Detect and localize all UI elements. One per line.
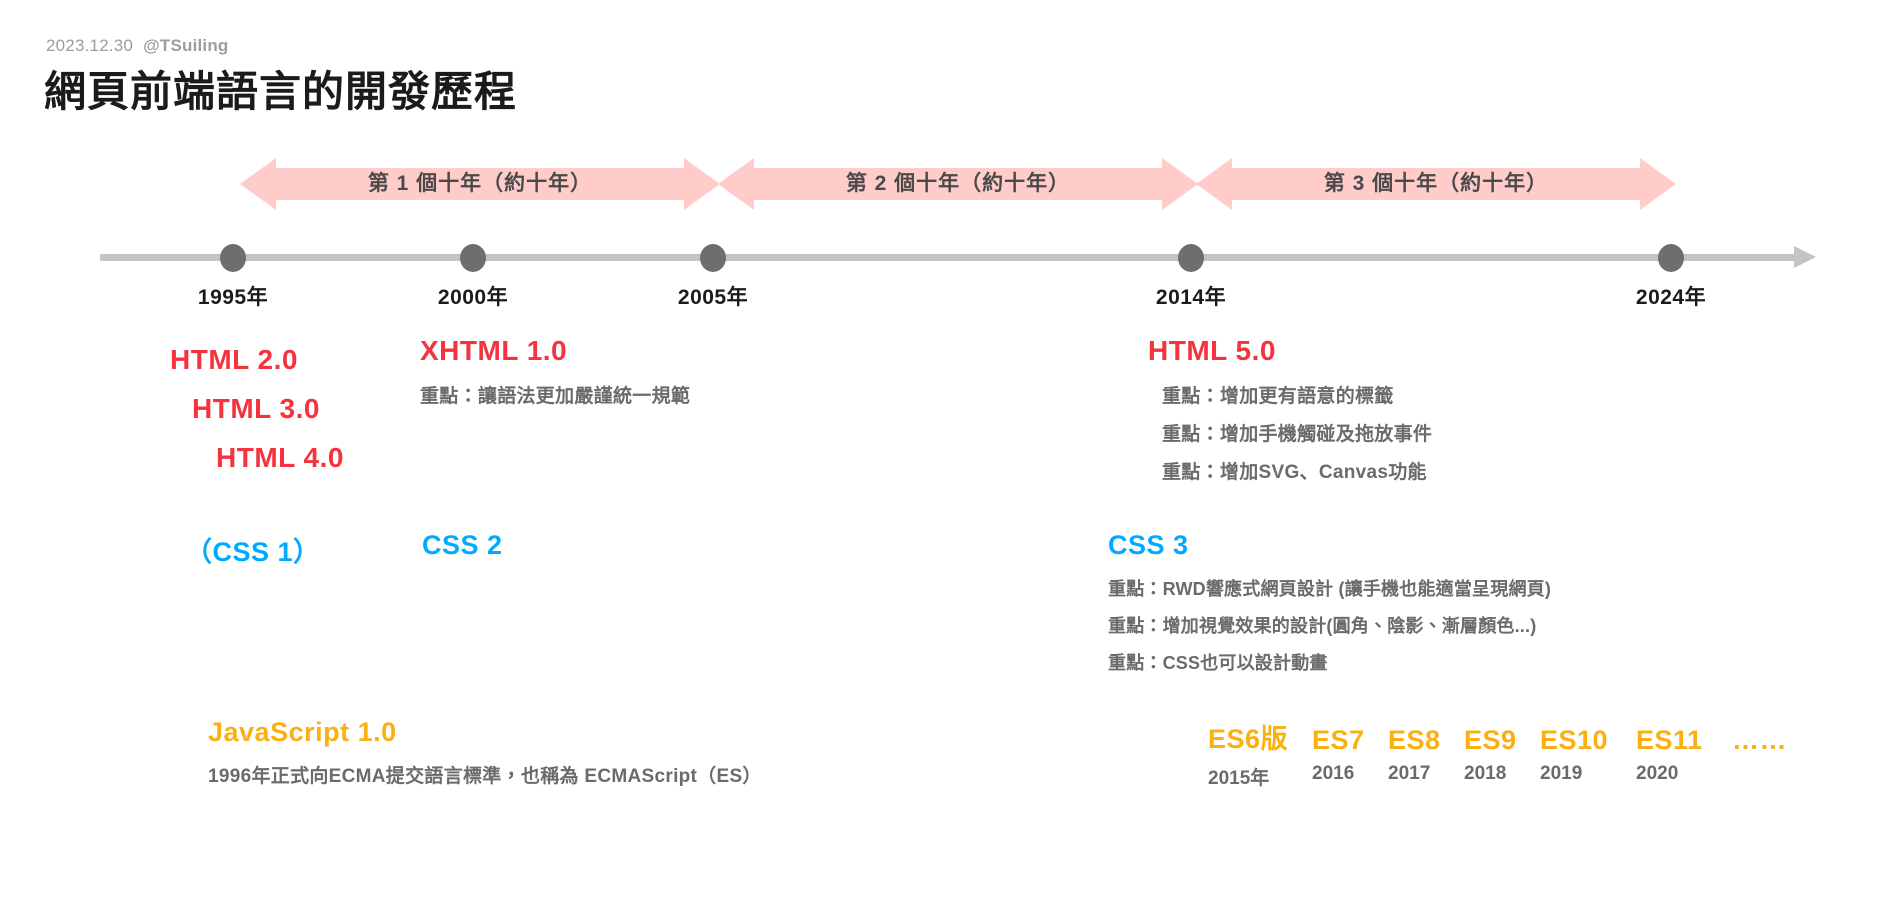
css1-label: （CSS 1） — [185, 537, 321, 567]
xhtml-title: XHTML 1.0 — [420, 335, 568, 366]
timeline-year-label: 1995年 — [197, 286, 269, 309]
decade-label: 第 2 個十年（約十年） — [845, 172, 1071, 195]
es-name-row: ES6版 ES7 ES8 ES9 ES10 ES11 …… — [1208, 717, 1822, 756]
timeline-marker-dot[interactable] — [220, 244, 246, 272]
html5-point: 重點：增加手機觸碰及拖放事件 — [1162, 424, 1433, 445]
es-version-year: 2015年 — [1208, 768, 1270, 789]
timeline-marker-dot[interactable] — [1178, 244, 1204, 272]
decade-band: 第 1 個十年（約十年） — [240, 158, 720, 210]
html-version-label: HTML 2.0 — [170, 344, 298, 375]
html-version-label: HTML 3.0 — [192, 393, 320, 424]
author-handle: @TSuiling — [143, 36, 229, 55]
css3-title: CSS 3 — [1108, 530, 1189, 560]
html5-point: 重點：增加更有語意的標籤 — [1162, 386, 1394, 407]
publish-date: 2023.12.30 — [46, 36, 134, 55]
xhtml-desc: 重點：讓語法更加嚴謹統一規範 — [420, 386, 691, 407]
css3-point: 重點：RWD響應式網頁設計 (讓手機也能適當呈現網頁) — [1108, 579, 1552, 599]
meta-line: 2023.12.30 @TSuiling — [46, 36, 229, 56]
timeline-axis-arrowhead-icon — [1794, 246, 1816, 268]
double-arrow-icon — [718, 158, 1198, 210]
es-version-label: …… — [1732, 725, 1787, 755]
html-version-label: HTML 4.0 — [216, 442, 344, 473]
decade-band: 第 2 個十年（約十年） — [718, 158, 1198, 210]
es-version-year: 2020 — [1636, 763, 1679, 784]
es-year-row: 2015年 2016 2017 2018 2019 2020 — [1208, 763, 1822, 790]
es-version-year: 2019 — [1540, 763, 1583, 784]
timeline-year-label: 2005年 — [677, 286, 749, 309]
es-version-label: ES6版 — [1208, 724, 1289, 754]
page-title: 網頁前端語言的開發歷程 — [44, 68, 518, 115]
timeline-year-label: 2000年 — [437, 286, 509, 309]
es-version-label: ES7 — [1312, 725, 1365, 755]
decade-label: 第 1 個十年（約十年） — [367, 172, 593, 195]
double-arrow-icon — [1196, 158, 1676, 210]
css3-point: 重點：CSS也可以設計動畫 — [1108, 653, 1328, 673]
css2-label: CSS 2 — [422, 530, 503, 560]
es-release-row: ES6版 ES7 ES8 ES9 ES10 ES11…… 2015年 2016 2017 201… — [1208, 717, 1822, 790]
decade-band: 第 3 個十年（約十年） — [1196, 158, 1676, 210]
timeline-axis-line — [100, 254, 1800, 261]
css3-block: CSS 3 重點：RWD響應式網頁設計 (讓手機也能適當呈現網頁) 重點：增加視… — [1108, 530, 1551, 682]
es-version-label: ES11 — [1636, 725, 1703, 755]
javascript-block: JavaScript 1.0 1996年正式向ECMA提交語言標準，也稱為 EC… — [208, 717, 762, 796]
es-version-year: 2018 — [1464, 763, 1507, 784]
es-version-label: ES9 — [1464, 725, 1517, 755]
xhtml-block: XHTML 1.0 重點：讓語法更加嚴謹統一規範 — [420, 335, 690, 416]
es-version-label: ES10 — [1540, 725, 1609, 755]
html-version-stack: HTML 2.0 HTML 3.0 HTML 4.0 — [170, 335, 344, 482]
es-version-year: 2017 — [1388, 763, 1431, 784]
html5-block: HTML 5.0 重點：增加更有語意的標籤 重點：增加手機觸碰及拖放事件 重點：… — [1148, 335, 1432, 492]
html5-point: 重點：增加SVG、Canvas功能 — [1162, 462, 1427, 483]
timeline-marker-dot[interactable] — [460, 244, 486, 272]
javascript-title: JavaScript 1.0 — [208, 717, 397, 747]
es-version-year: 2016 — [1312, 763, 1355, 784]
timeline-marker-dot[interactable] — [700, 244, 726, 272]
timeline-year-label: 2024年 — [1635, 286, 1707, 309]
timeline-year-label: 2014年 — [1155, 286, 1227, 309]
html5-title: HTML 5.0 — [1148, 335, 1276, 366]
double-arrow-icon — [240, 158, 720, 210]
decade-label: 第 3 個十年（約十年） — [1323, 172, 1549, 195]
es-version-label: ES8 — [1388, 725, 1441, 755]
timeline-marker-dot[interactable] — [1658, 244, 1684, 272]
css3-point: 重點：增加視覺效果的設計(圓角、陰影、漸層顏色...) — [1108, 616, 1537, 636]
javascript-desc: 1996年正式向ECMA提交語言標準，也稱為 ECMAScript（ES） — [208, 766, 762, 787]
